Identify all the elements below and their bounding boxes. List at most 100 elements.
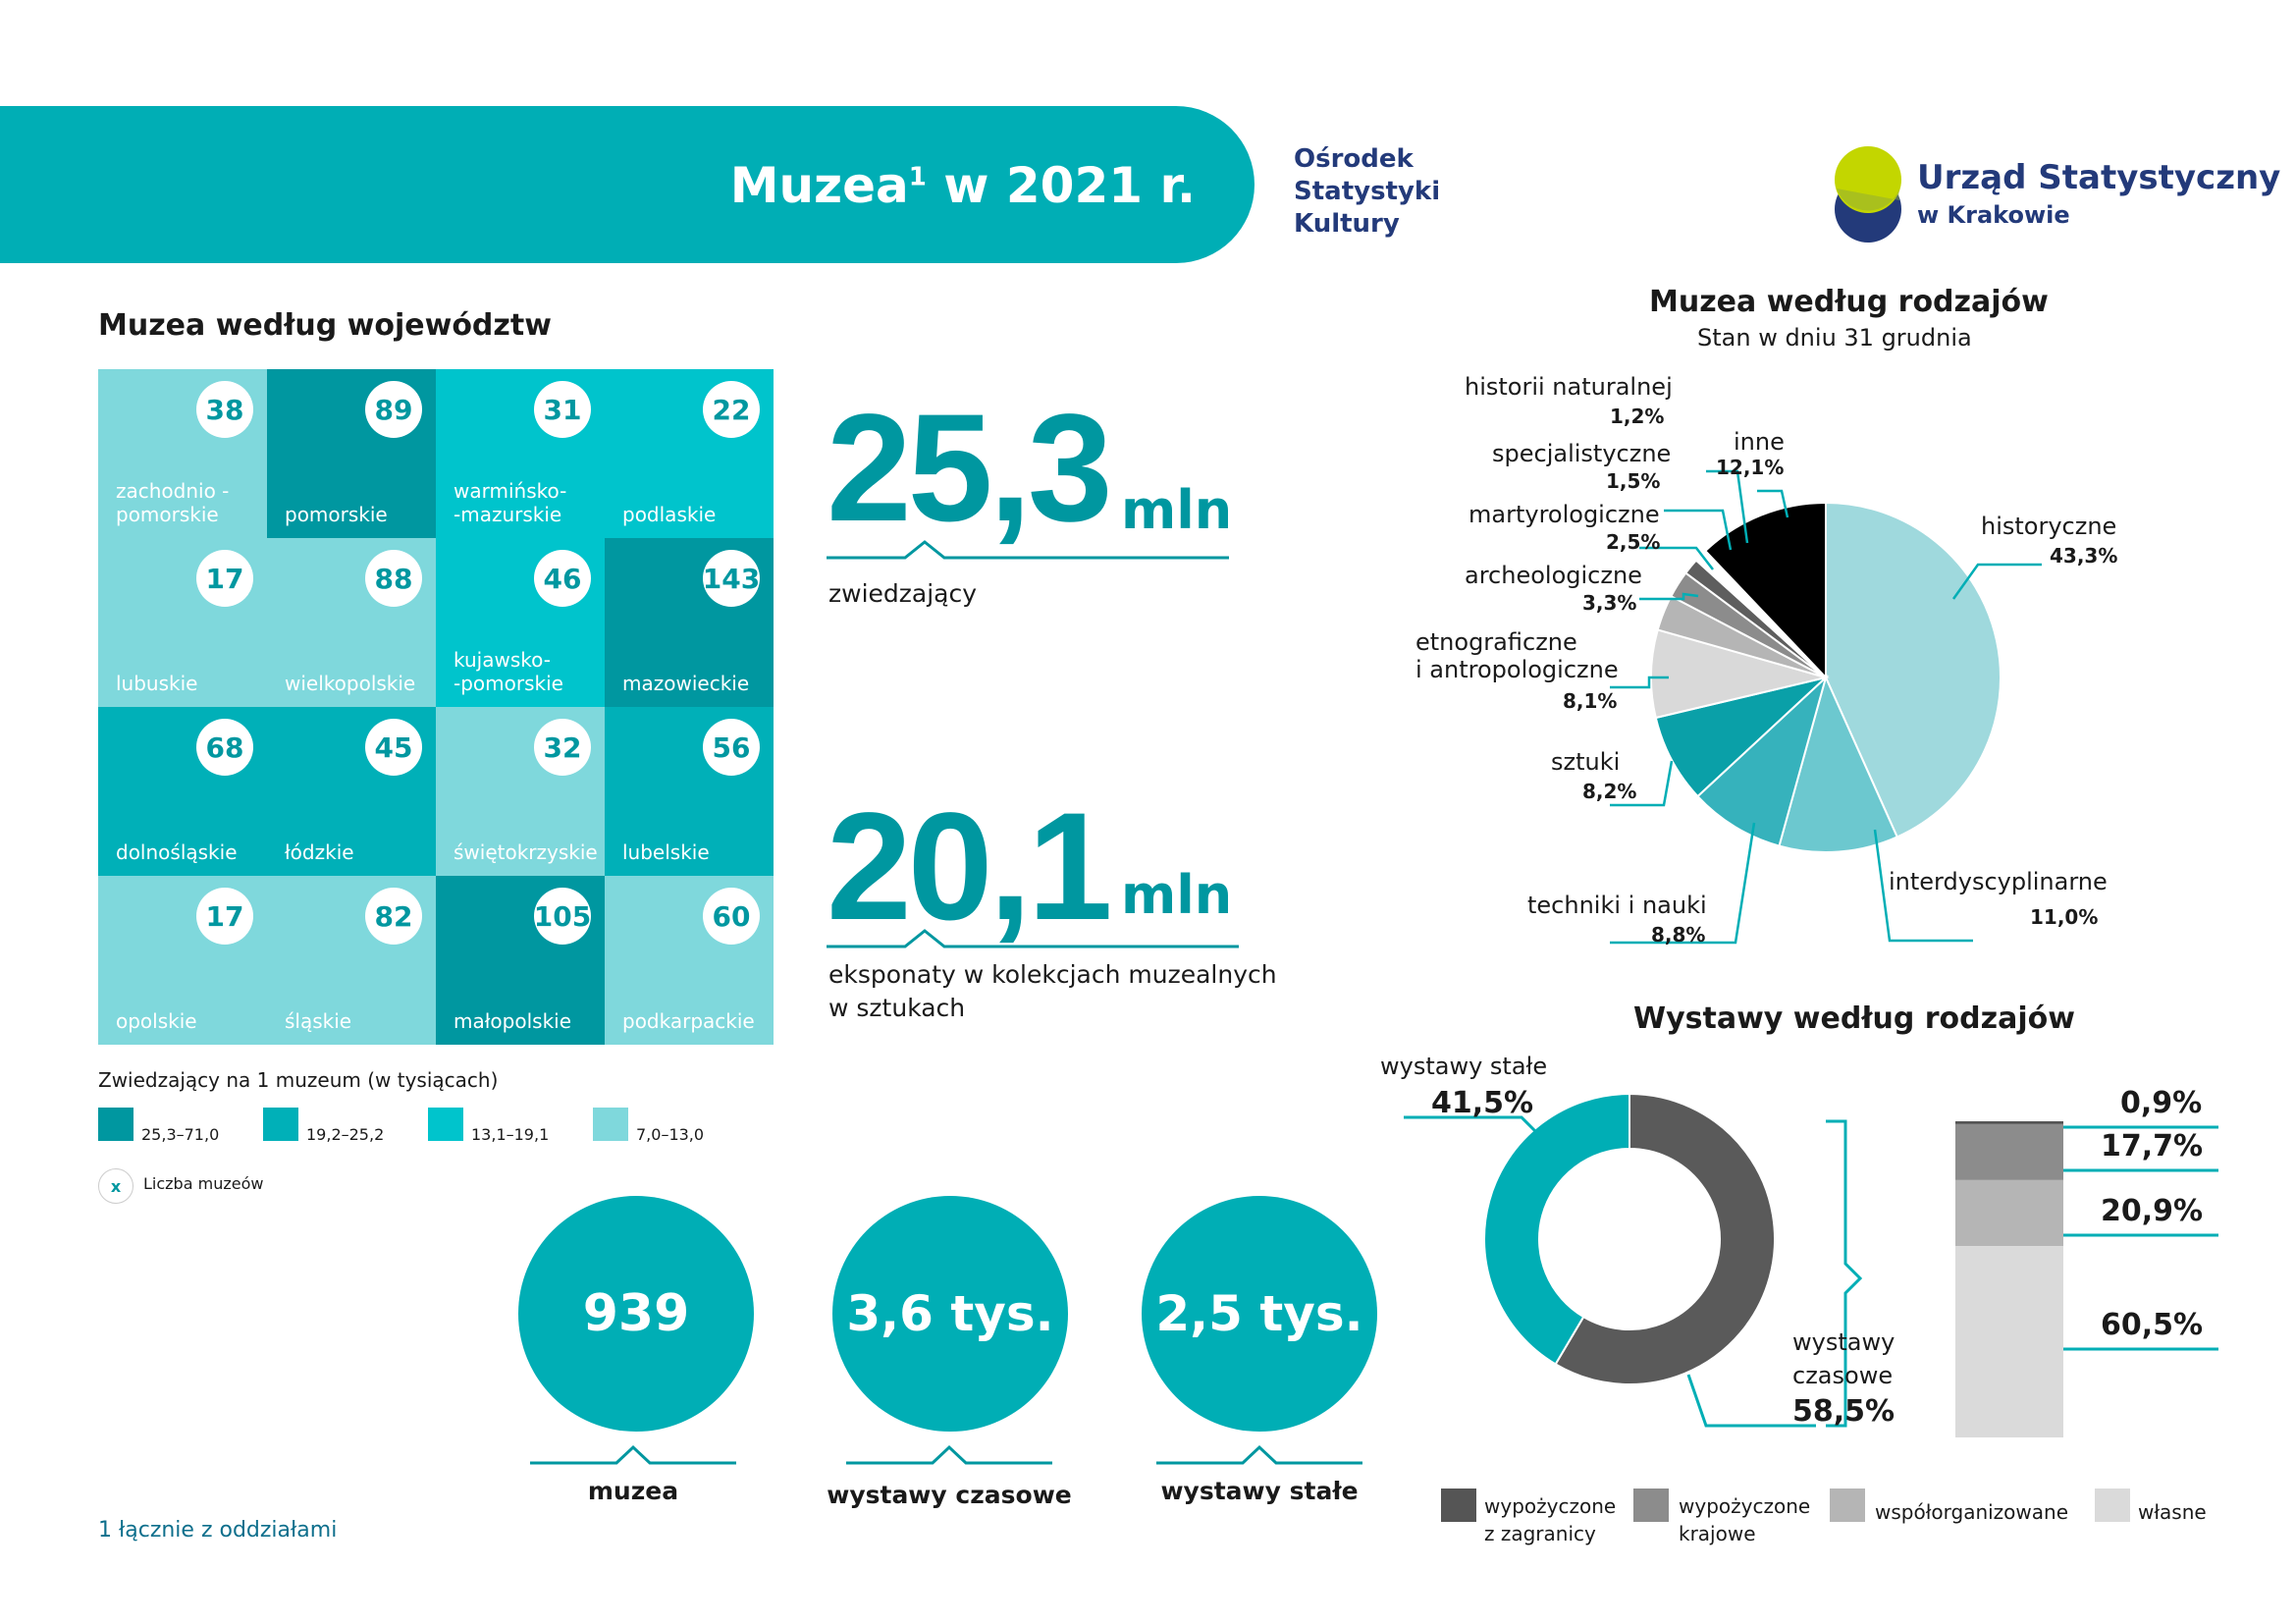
pie-leader-line bbox=[1610, 822, 1756, 945]
osk-label: Ośrodek Statystyki Kultury bbox=[1294, 143, 1440, 241]
donut-label-czasowe: wystawy czasowe bbox=[1792, 1328, 1896, 1389]
types-pie-subtitle: Stan w dniu 31 grudnia bbox=[1697, 324, 1972, 352]
pie-pct-etnograficzne: 8,1% bbox=[1563, 689, 1618, 713]
legend-label-krajowe: wypożyczone krajowe bbox=[1679, 1494, 1811, 1545]
museum-count-badge: 88 bbox=[365, 550, 422, 607]
page-title: Muzea1 w 2021 r. bbox=[730, 157, 1196, 214]
pie-pct-archeologiczne: 3,3% bbox=[1582, 591, 1637, 615]
voivodeship-tile: 32 świętokrzyskie bbox=[436, 707, 605, 876]
pie-pct-historyczne: 43,3% bbox=[2050, 544, 2118, 568]
pie-pct-martyrologiczne: 2,5% bbox=[1606, 530, 1661, 554]
pie-slice bbox=[1696, 674, 1828, 847]
pie-leader-line bbox=[1951, 563, 2042, 600]
legend-label-wspolorg: współorganizowane bbox=[1875, 1500, 2069, 1524]
museums-label: muzea bbox=[587, 1477, 679, 1505]
museum-count-badge: 143 bbox=[703, 550, 760, 607]
voivodeship-grid: 38 zachodnio - pomorskie 89 pomorskie 31 warm… bbox=[98, 369, 774, 1045]
pie-pct-sztuki: 8,2% bbox=[1582, 780, 1637, 803]
legend-swatch-wspolorg bbox=[1830, 1489, 1865, 1522]
donut-segment bbox=[1554, 1092, 1776, 1385]
voivodeship-name: podlaskie bbox=[622, 503, 717, 526]
voivodeship-tile: 17 lubuskie bbox=[98, 538, 267, 707]
pie-label-interdyscyplinarne: interdyscyplinarne bbox=[1889, 868, 2108, 895]
legend-label-zagranica: wypożyczone z zagranicy bbox=[1484, 1494, 1617, 1545]
title-rest: w 2021 r. bbox=[926, 157, 1196, 214]
legend-swatch-wlasne bbox=[2095, 1489, 2130, 1522]
museum-count-badge: 38 bbox=[196, 381, 253, 438]
pie-leader-line bbox=[1610, 760, 1674, 807]
voivodeship-name: dolnośląskie bbox=[116, 840, 238, 864]
voivodeship-name: łódzkie bbox=[285, 840, 354, 864]
perm-exhibitions-circle: 2,5 tys. bbox=[1142, 1196, 1377, 1432]
museum-count-badge: 82 bbox=[365, 888, 422, 945]
header-banner: Muzea1 w 2021 r. bbox=[0, 106, 1255, 263]
osk-line-2: Statystyki bbox=[1294, 177, 1441, 206]
pie-leader-line bbox=[1639, 546, 1714, 570]
legend-label: 19,2–25,2 bbox=[306, 1125, 385, 1144]
museum-count-badge: 60 bbox=[703, 888, 760, 945]
bracket-line bbox=[1826, 1119, 1863, 1428]
temp-exhibitions-label: wystawy czasowe bbox=[827, 1481, 1072, 1509]
museum-count-badge: 45 bbox=[365, 719, 422, 776]
voivodeship-name: śląskie bbox=[285, 1009, 352, 1033]
pie-label-techniki: techniki i nauki bbox=[1527, 892, 1707, 919]
temp-exhibitions-stacked-bar bbox=[1955, 1121, 2218, 1437]
voivodeship-name: lubuskie bbox=[116, 672, 198, 695]
museum-types-pie bbox=[1610, 469, 2042, 945]
museum-count-badge: 31 bbox=[534, 381, 591, 438]
logo-line-2: w Krakowie bbox=[1917, 201, 2070, 229]
bar-pct-wspolorg: 20,9% bbox=[2101, 1194, 2204, 1228]
stacked-bar-segment bbox=[1955, 1121, 2063, 1124]
count-legend-label: Liczba muzeów bbox=[143, 1174, 264, 1193]
logo-icon bbox=[1835, 146, 1901, 243]
stacked-bar-segment bbox=[1955, 1179, 2063, 1247]
visitors-underline bbox=[827, 540, 1229, 560]
title-main: Muzea bbox=[729, 157, 909, 214]
voivodeship-name: mazowieckie bbox=[622, 672, 750, 695]
pie-label-etnograficzne: etnograficzne i antropologiczne bbox=[1415, 628, 1619, 683]
osk-line-3: Kultury bbox=[1294, 209, 1400, 239]
voivodeship-name: wielkopolskie bbox=[285, 672, 416, 695]
voivodeship-tile: 60 podkarpackie bbox=[605, 876, 774, 1045]
exhibitions-donut bbox=[1404, 1092, 1863, 1428]
museum-count-badge: 46 bbox=[534, 550, 591, 607]
donut-label-stale: wystawy stałe bbox=[1380, 1053, 1548, 1080]
voivodeship-tile: 82 śląskie bbox=[267, 876, 436, 1045]
logo-text: Urząd Statystyczny w Krakowie bbox=[1917, 159, 2280, 234]
types-pie-title: Muzea według rodzajów bbox=[1649, 285, 2049, 319]
footnote: 1 łącznie z oddziałami bbox=[98, 1518, 338, 1543]
pie-pct-inne: 12,1% bbox=[1716, 456, 1785, 479]
pie-leader-line bbox=[1757, 489, 1789, 518]
pie-slice bbox=[1778, 675, 1899, 853]
temp-exhibitions-circle: 3,6 tys. bbox=[832, 1196, 1068, 1432]
voivodeship-name: świętokrzyskie bbox=[454, 840, 598, 864]
legend-swatch-krajowe bbox=[1633, 1489, 1669, 1522]
voivodeship-tile: 105 małopolskie bbox=[436, 876, 605, 1045]
exhibits-caption-line-1: eksponaty w kolekcjach muzealnych bbox=[828, 960, 1277, 989]
exhibits-value: 20,1 bbox=[827, 782, 1113, 952]
visitors-caption: zwiedzający bbox=[828, 579, 978, 608]
donut-segment bbox=[1483, 1092, 1630, 1366]
pie-label-historyczne: historyczne bbox=[1981, 513, 2117, 540]
legend-swatch-zagranica bbox=[1441, 1489, 1476, 1522]
stacked-bar-segment bbox=[1955, 1246, 2063, 1437]
count-marker-icon: x bbox=[98, 1168, 133, 1204]
map-legend-title: Zwiedzający na 1 muzeum (w tysiącach) bbox=[98, 1068, 499, 1092]
title-footnote-mark: 1 bbox=[908, 162, 927, 192]
perm-exhibitions-underline bbox=[1156, 1444, 1362, 1465]
map-legend: 25,3–71,0 19,2–25,2 13,1–19,1 7,0–13,0 bbox=[98, 1108, 766, 1147]
voivodeship-name: opolskie bbox=[116, 1009, 197, 1033]
pie-pct-techniki: 8,8% bbox=[1651, 923, 1706, 947]
pie-label-specjalistyczne: specjalistyczne bbox=[1492, 440, 1672, 467]
voivodeship-name: lubelskie bbox=[622, 840, 710, 864]
legend-swatch bbox=[263, 1108, 298, 1141]
pie-leader-line bbox=[1610, 676, 1669, 689]
museum-count-badge: 17 bbox=[196, 550, 253, 607]
voivodeship-tile: 88 wielkopolskie bbox=[267, 538, 436, 707]
voivodeship-tile: 143 mazowieckie bbox=[605, 538, 774, 707]
voivodeship-name: pomorskie bbox=[285, 503, 388, 526]
exhibits-caption: eksponaty w kolekcjach muzealnych w sztu… bbox=[828, 958, 1277, 1025]
visitors-unit: mln bbox=[1121, 479, 1233, 541]
bar-pct-zagranica: 0,9% bbox=[2120, 1086, 2203, 1120]
museum-count-badge: 17 bbox=[196, 888, 253, 945]
